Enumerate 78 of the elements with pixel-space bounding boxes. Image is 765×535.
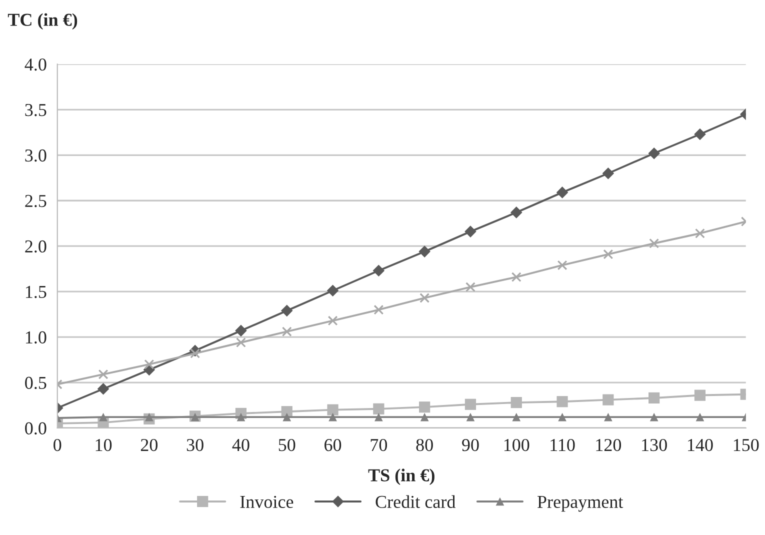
point (326, 284, 339, 297)
point (464, 398, 476, 410)
x-tick-label: 150 (734, 438, 759, 452)
y-tick-label: 4.0 (24, 58, 46, 71)
point (419, 402, 430, 413)
point (420, 412, 429, 422)
point (327, 404, 338, 416)
point (236, 412, 246, 422)
x-tick-label: 110 (550, 438, 575, 452)
point (99, 412, 108, 422)
point (282, 412, 292, 422)
x-tick-label: 100 (504, 438, 530, 452)
point (604, 412, 612, 422)
point (374, 304, 384, 315)
point (510, 396, 522, 408)
point (650, 412, 658, 422)
x-tick-label: 130 (642, 438, 667, 452)
point (465, 282, 476, 292)
y-tick-label: 1.5 (26, 286, 46, 298)
point (280, 304, 293, 317)
point (602, 394, 614, 406)
point (694, 390, 706, 401)
x-tick-label: 10 (96, 438, 112, 452)
point (464, 226, 476, 238)
x-tick-label: 60 (324, 438, 342, 452)
point (512, 412, 521, 422)
point (694, 128, 706, 140)
y-tick-label: 2.5 (25, 194, 46, 208)
point (510, 206, 522, 218)
y-axis-title: TC (in €) (8, 13, 78, 30)
x-tick-label: 20 (140, 438, 158, 452)
x-tick-label: 30 (186, 438, 204, 452)
y-tick-label: 2.0 (25, 240, 46, 253)
point (418, 246, 430, 258)
x-tick-label: 0 (54, 438, 62, 452)
point (98, 369, 108, 380)
point (603, 249, 614, 260)
legend-label: Prepayment (537, 496, 624, 512)
point (373, 403, 384, 414)
x-tick-label: 90 (462, 438, 479, 452)
point (558, 412, 566, 422)
y-tick-label: 0.5 (25, 376, 46, 390)
point (696, 412, 704, 422)
point (144, 359, 154, 370)
x-tick-label: 140 (688, 438, 713, 452)
legend-label: Credit card (376, 495, 456, 508)
x-tick-label: 120 (596, 438, 622, 452)
point (282, 326, 292, 337)
point (511, 272, 522, 282)
point (420, 292, 430, 303)
point (556, 396, 568, 408)
x-tick-label: 70 (370, 438, 388, 452)
point (328, 412, 337, 422)
point (466, 412, 475, 422)
legend-label: Invoice (240, 496, 294, 508)
point (557, 260, 568, 270)
point (236, 338, 246, 348)
y-tick-label: 0.0 (25, 422, 46, 435)
point (145, 412, 154, 422)
point (374, 412, 383, 422)
y-tick-label: 3.5 (25, 104, 46, 116)
point (648, 147, 660, 160)
y-tick-label: 3.0 (25, 149, 46, 162)
x-tick-label: 40 (232, 438, 250, 452)
point (372, 264, 385, 277)
x-tick-label: 80 (416, 438, 433, 452)
point (97, 383, 110, 395)
point (649, 238, 660, 248)
point (328, 316, 338, 326)
point (235, 324, 247, 337)
x-tick-label: 50 (278, 438, 296, 452)
point (694, 228, 705, 238)
point (602, 167, 614, 180)
point (556, 186, 568, 198)
x-axis-title: TS (in €) (368, 468, 434, 486)
point (648, 392, 660, 404)
point (190, 348, 200, 358)
y-tick-label: 1.0 (26, 331, 46, 344)
